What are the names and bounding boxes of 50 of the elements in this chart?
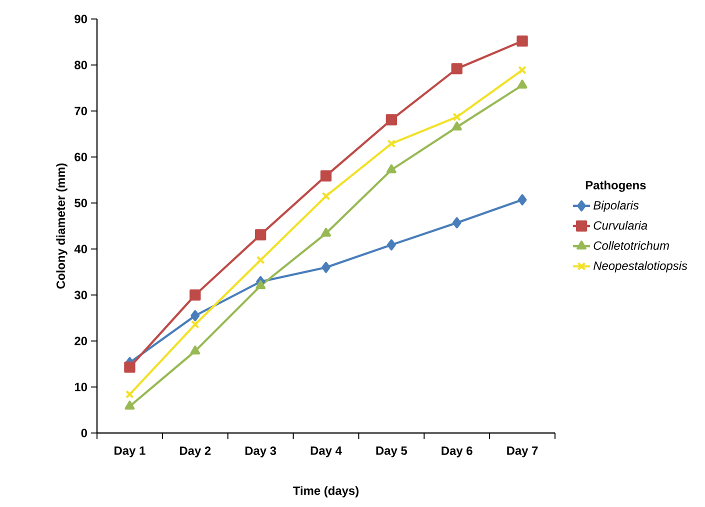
- point: [190, 346, 200, 354]
- point: [452, 217, 462, 228]
- point: [125, 390, 134, 399]
- point: [518, 194, 527, 206]
- y-tick-label: 70: [74, 106, 87, 116]
- point: [190, 310, 200, 322]
- y-axis-title: Colony diameter (mm): [56, 164, 68, 289]
- y-tick-label: 20: [74, 336, 87, 346]
- legend-label: Bipolaris: [594, 200, 639, 212]
- x-tick-label: Day 2: [180, 446, 211, 458]
- y-tick-label: 40: [74, 244, 87, 254]
- point: [322, 192, 330, 200]
- legend-label: Neopestalotiopsis: [594, 261, 688, 272]
- legend-label: Curvularia: [594, 220, 648, 230]
- point: [322, 262, 330, 273]
- legend-title: Pathogens: [586, 180, 646, 192]
- y-tick-label: 80: [74, 60, 87, 70]
- x-axis-title: Time (days): [293, 486, 359, 498]
- point: [516, 36, 528, 47]
- x-tick-label: Day 7: [507, 446, 538, 458]
- point: [517, 80, 528, 89]
- point: [256, 280, 266, 290]
- y-tick-label: 90: [74, 14, 87, 24]
- point: [320, 170, 332, 182]
- y-tick-label: 50: [74, 198, 87, 208]
- point: [190, 289, 201, 301]
- point: [386, 114, 398, 126]
- y-tick-label: 0: [81, 428, 87, 438]
- point: [256, 256, 265, 264]
- x-tick-label: Day 1: [114, 446, 146, 458]
- y-tick-label: 30: [74, 290, 87, 300]
- point: [124, 362, 136, 373]
- point: [254, 229, 266, 240]
- point: [452, 122, 462, 130]
- point: [321, 228, 331, 237]
- point: [452, 112, 462, 122]
- point: [386, 164, 396, 174]
- point: [386, 239, 396, 250]
- point: [518, 66, 527, 74]
- point: [387, 139, 396, 148]
- x-tick-label: Day 4: [310, 446, 342, 458]
- x-tick-label: Day 6: [442, 446, 472, 458]
- point: [190, 320, 200, 329]
- x-tick-label: Day 5: [376, 446, 408, 458]
- legend-label: Colletotrichum: [594, 241, 669, 250]
- y-tick-label: 10: [74, 382, 87, 392]
- point: [451, 63, 462, 74]
- point: [124, 400, 135, 410]
- x-tick-label: Day 3: [245, 446, 276, 458]
- y-tick-label: 60: [74, 152, 87, 162]
